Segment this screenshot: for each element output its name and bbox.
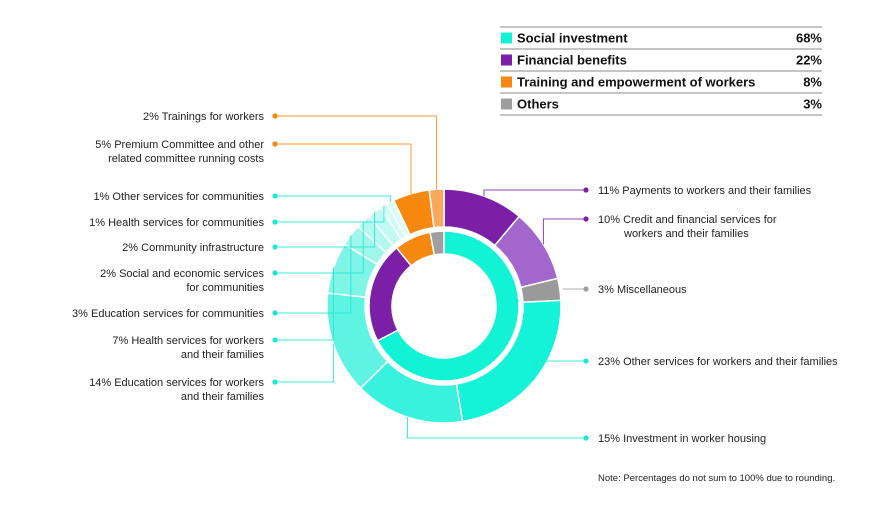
slice-labels: 11% Payments to workers and their famili… (72, 111, 838, 445)
leader-line-8 (275, 221, 364, 274)
leader-line-4 (407, 417, 586, 439)
slice-label-1: 10% Credit and financial services for wor… (598, 214, 777, 240)
leader-line-1 (542, 218, 586, 245)
inner-ring (368, 230, 520, 382)
leader-dot-6 (272, 337, 278, 343)
leader-line-12 (275, 143, 412, 194)
leader-line-7 (275, 235, 352, 314)
leader-dot-10 (272, 219, 278, 225)
slice-label-9: 2% Community infrastructure (122, 242, 264, 254)
leader-line-0 (483, 189, 586, 197)
outer-slice-13 (428, 188, 445, 229)
legend-swatch-training (501, 76, 512, 88)
leader-dot-13 (272, 113, 278, 119)
legend-value-others: 3% (803, 97, 822, 112)
slice-label-7: 3% Education services for communities (72, 308, 264, 320)
leader-lines (272, 113, 589, 441)
leader-dot-11 (272, 193, 278, 199)
legend-swatch-social (501, 32, 512, 44)
slice-label-13: 2% Trainings for workers (143, 111, 265, 123)
slice-label-2: 3% Miscellaneous (598, 284, 687, 296)
legend-value-social: 68% (796, 31, 822, 46)
slice-label-10: 1% Health services for communities (89, 217, 264, 229)
slice-label-3: 23% Other services for workers and their… (598, 356, 838, 368)
outer-ring (326, 188, 562, 424)
chart-legend: Social investment 68% Financial benefits 22… (500, 26, 822, 116)
leader-dot-2 (583, 286, 589, 292)
leader-line-13 (275, 115, 438, 190)
slice-label-11: 1% Other services for communities (93, 191, 264, 203)
leader-line-6 (275, 267, 334, 341)
leader-line-11 (275, 195, 391, 202)
leader-dot-8 (272, 270, 278, 276)
slice-label-0: 11% Payments to workers and their famili… (598, 185, 812, 197)
leader-line-10 (275, 205, 385, 223)
leader-dot-9 (272, 244, 278, 250)
leader-dot-1 (583, 216, 589, 222)
slice-label-6: 7% Health services for workers and their … (112, 335, 264, 361)
leader-line-5 (275, 344, 334, 383)
leader-dot-12 (272, 141, 278, 147)
legend-swatch-financial (501, 54, 512, 66)
legend-value-training: 8% (803, 75, 822, 90)
leader-dot-4 (583, 435, 589, 441)
slice-label-5: 14% Education services for workers and th… (89, 377, 264, 403)
legend-label-social: Social investment (517, 31, 628, 46)
slice-label-12: 5% Premium Committee and other related co… (95, 139, 264, 165)
legend-swatch-others (501, 98, 512, 110)
legend-label-financial: Financial benefits (517, 53, 627, 68)
slice-label-4: 15% Investment in worker housing (598, 433, 766, 445)
legend-value-financial: 22% (796, 53, 822, 68)
inner-slice-social (376, 230, 520, 382)
leader-dot-5 (272, 379, 278, 385)
inner-slice-others (429, 230, 445, 256)
slice-label-8: 2% Social and economic services for commu… (100, 268, 264, 294)
leader-dot-7 (272, 310, 278, 316)
leader-line-3 (534, 360, 586, 380)
chart-note: Note: Percentages do not sum to 100% due… (598, 473, 835, 484)
legend-label-training: Training and empowerment of workers (517, 75, 755, 90)
leader-dot-3 (583, 358, 589, 364)
leader-dot-0 (583, 187, 589, 193)
leader-line-9 (275, 211, 376, 248)
legend-label-others: Others (517, 97, 559, 112)
